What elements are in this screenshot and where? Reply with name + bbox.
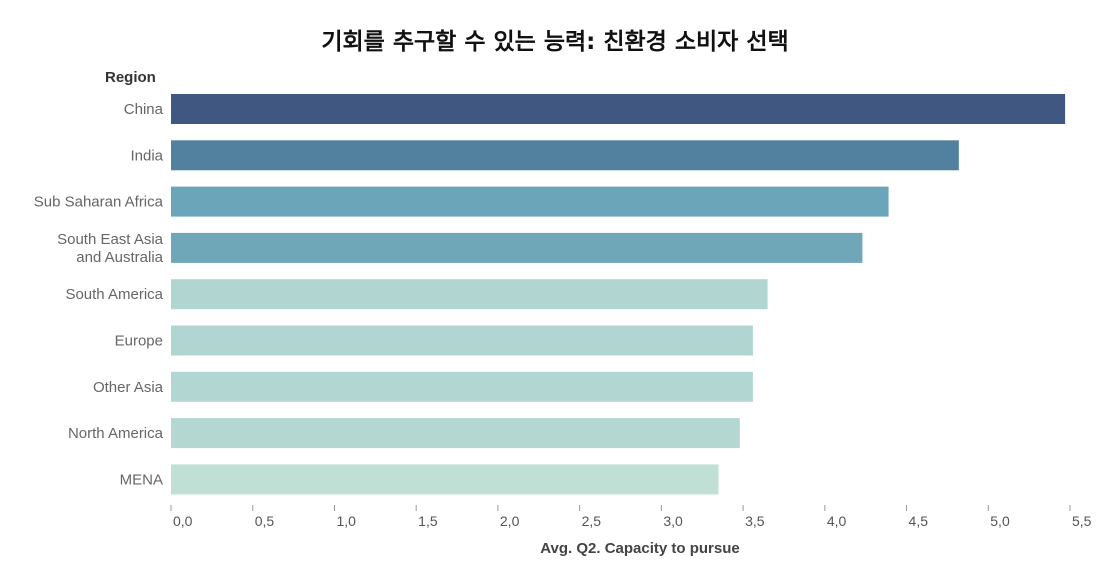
category-label: and Australia — [76, 249, 163, 266]
x-tick-label: 4,5 — [909, 513, 929, 529]
category-label: South America — [65, 286, 163, 303]
x-tick-label: 1,0 — [336, 513, 356, 529]
chart-title: 기회를 추구할 수 있는 능력: 친환경 소비자 선택 — [321, 29, 789, 55]
category-label: Sub Saharan Africa — [34, 194, 164, 211]
bar-5 — [171, 325, 753, 356]
x-tick-label: 0,5 — [255, 513, 275, 529]
bar-3 — [171, 232, 863, 263]
x-tick-label: 5,0 — [990, 513, 1010, 529]
x-tick-label: 3,0 — [663, 513, 683, 529]
bar-1 — [171, 140, 959, 171]
category-label: North America — [68, 425, 164, 442]
bar-4 — [171, 279, 768, 310]
x-tick-label: 1,5 — [418, 513, 438, 529]
x-tick-label: 4,0 — [827, 513, 847, 529]
category-label: Europe — [115, 333, 163, 350]
x-tick-label: 0,0 — [173, 513, 193, 529]
x-tick-label: 2,5 — [582, 513, 602, 529]
category-label: India — [130, 147, 163, 164]
category-label: MENA — [120, 471, 163, 488]
x-tick-label: 2,0 — [500, 513, 520, 529]
category-label: Other Asia — [93, 379, 164, 396]
x-tick-label: 5,5 — [1072, 513, 1092, 529]
bar-7 — [171, 418, 740, 449]
bar-6 — [171, 371, 753, 402]
bar-0 — [171, 94, 1066, 124]
x-tick-label: 3,5 — [745, 513, 765, 529]
bar-2 — [171, 186, 889, 217]
y-axis-title: Region — [105, 69, 156, 86]
category-label: South East Asia — [57, 231, 164, 248]
x-axis-title: Avg. Q2. Capacity to pursue — [540, 540, 740, 557]
category-label: China — [124, 101, 164, 118]
bar-8 — [171, 464, 719, 495]
